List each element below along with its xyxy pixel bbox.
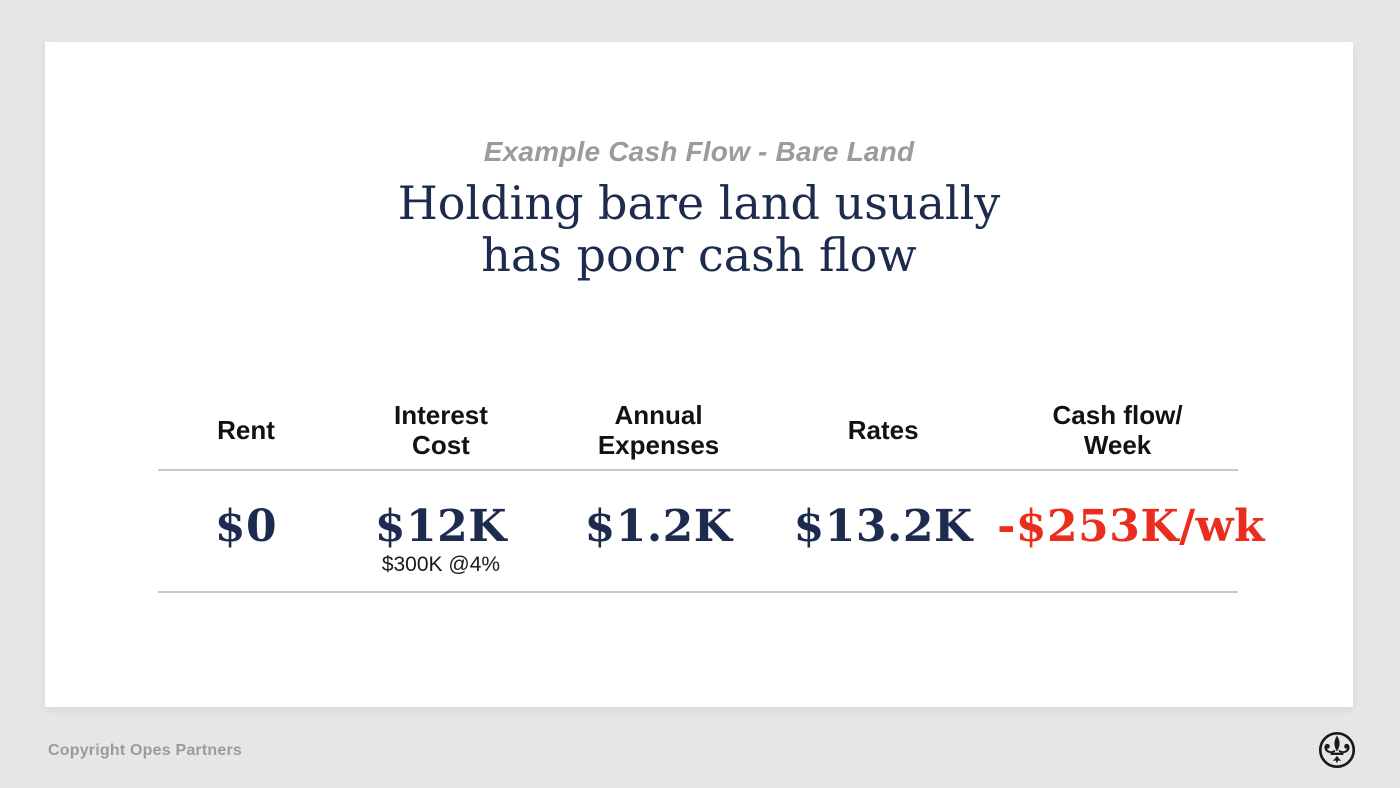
cell-cashflow-week: -$253K/wk [997, 501, 1266, 552]
slide-title-line2: has poor cash flow [481, 227, 917, 282]
cell-rent: $0 [158, 501, 334, 552]
cell-interest-cost: $12K $300K @4% [334, 501, 548, 577]
annual-expenses-value: $1.2K [584, 501, 733, 552]
column-header-rates: Rates [847, 415, 919, 446]
slide-eyebrow: Example Cash Flow - Bare Land [483, 136, 915, 167]
cashflow-table: Rent Interest Cost Annual Expenses Rates… [158, 393, 1266, 594]
fleur-de-lis-icon [1318, 731, 1356, 769]
slide-card: Example Cash Flow - Bare Land Holding ba… [45, 42, 1353, 707]
interest-cost-note: $300K @4% [381, 553, 501, 577]
interest-cost-value: $12K [374, 501, 507, 552]
slide-title-line1: Holding bare land usually [397, 176, 1001, 230]
rent-value: $0 [214, 501, 278, 552]
cell-rates: $13.2K [769, 501, 997, 552]
column-header-annual-expenses: Annual Expenses [597, 400, 720, 460]
opes-partners-logo [1318, 731, 1356, 769]
column-header-cashflow-week: Cash flow/ Week [1052, 400, 1183, 460]
slide-title: Holding bare land usually has poor cash f… [45, 176, 1353, 282]
table-divider-bottom [158, 591, 1238, 594]
column-header-interest-cost: Interest Cost [393, 400, 488, 460]
cell-annual-expenses: $1.2K [548, 501, 769, 552]
table-divider-top [158, 469, 1238, 471]
cashflow-table-header-row: Rent Interest Cost Annual Expenses Rates… [158, 393, 1238, 469]
column-header-rent: Rent [217, 415, 275, 446]
cashflow-week-value: -$253K/wk [997, 501, 1266, 552]
rates-value: $13.2K [793, 501, 973, 552]
cashflow-table-value-row: $0 $12K $300K @4% $1.2K $13.2K -$253K/wk [158, 471, 1266, 591]
copyright-text: Copyright Opes Partners [48, 742, 242, 759]
